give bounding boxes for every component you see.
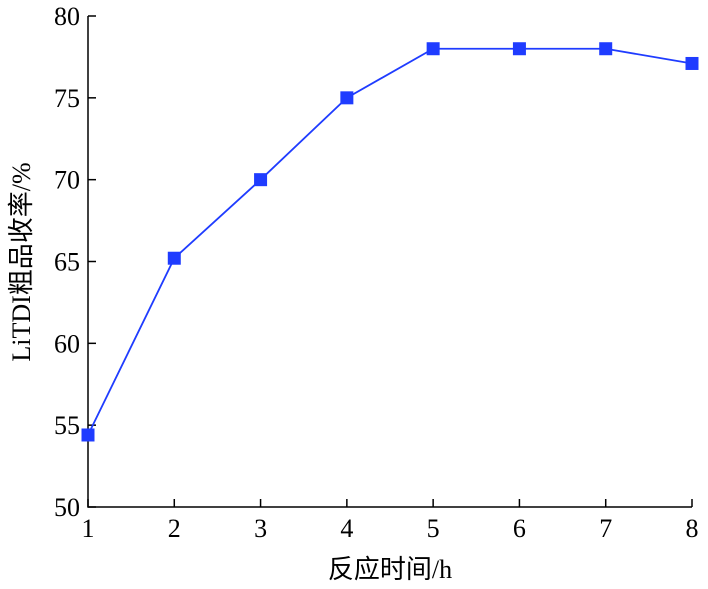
y-tick-label: 70 xyxy=(54,166,80,195)
marker xyxy=(599,42,613,56)
marker xyxy=(81,428,95,442)
x-tick-label: 2 xyxy=(168,514,181,543)
x-tick-label: 4 xyxy=(340,514,353,543)
y-tick-label: 75 xyxy=(54,84,80,113)
x-tick-label: 7 xyxy=(599,514,612,543)
x-axis-label: 反应时间/h xyxy=(328,555,452,584)
y-tick-label: 60 xyxy=(54,329,80,358)
marker xyxy=(426,42,440,56)
y-tick-label: 50 xyxy=(54,493,80,522)
marker xyxy=(340,91,354,105)
marker xyxy=(685,56,699,70)
x-tick-label: 1 xyxy=(82,514,95,543)
y-tick-label: 55 xyxy=(54,411,80,440)
marker xyxy=(167,251,181,265)
marker xyxy=(254,173,268,187)
x-tick-label: 5 xyxy=(427,514,440,543)
series-line xyxy=(87,47,693,436)
y-tick-label: 80 xyxy=(54,2,80,31)
x-tick-label: 3 xyxy=(254,514,267,543)
marker xyxy=(512,42,526,56)
x-tick-label: 6 xyxy=(513,514,526,543)
y-axis-label: LiTDI粗品收率/% xyxy=(7,162,36,361)
y-tick-label: 65 xyxy=(54,248,80,277)
x-tick-label: 8 xyxy=(686,514,699,543)
